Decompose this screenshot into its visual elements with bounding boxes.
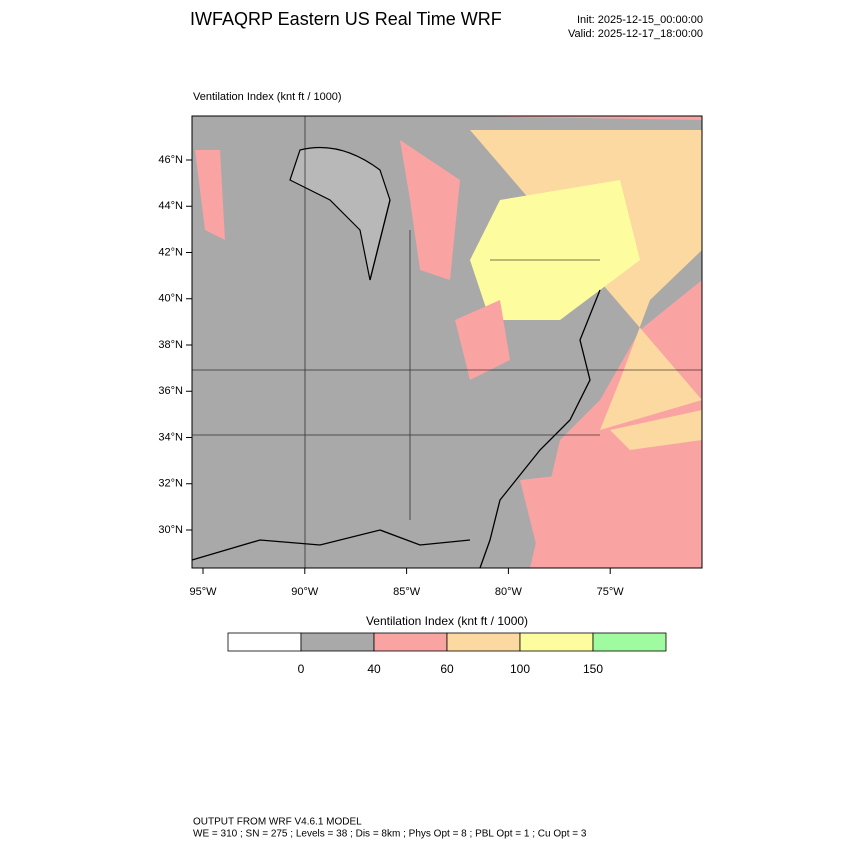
map <box>191 115 703 569</box>
colorbar-label: 60 <box>440 662 454 676</box>
title: IWFAQRP Eastern US Real Time WRF <box>190 9 502 29</box>
colorbar-label: 0 <box>298 662 305 676</box>
colorbar-swatch <box>446 632 521 652</box>
colorbar-swatch <box>373 632 448 652</box>
lat-tick-label: 44°N <box>158 200 183 212</box>
footer-line: WE = 310 ; SN = 275 ; Levels = 38 ; Dis … <box>193 829 587 840</box>
colorbar-label: 40 <box>367 662 381 676</box>
colorbar-swatch <box>519 632 594 652</box>
valid-time: Valid: 2025-12-17_18:00:00 <box>568 28 703 40</box>
lat-tick-label: 38°N <box>158 339 183 351</box>
lon-tick-label: 90°W <box>291 586 319 598</box>
lat-tick-label: 40°N <box>158 293 183 305</box>
lat-tick-label: 42°N <box>158 246 183 258</box>
lat-tick-label: 32°N <box>158 478 183 490</box>
init-time: Init: 2025-12-15_00:00:00 <box>577 14 703 26</box>
map-label: Ventilation Index (knt ft / 1000) <box>193 91 342 103</box>
colorbar-swatch <box>592 632 667 652</box>
lon-tick-label: 80°W <box>495 586 523 598</box>
colorbar-label: 100 <box>510 662 530 676</box>
lon-tick-label: 95°W <box>189 586 217 598</box>
lat-tick-label: 30°N <box>158 524 183 536</box>
lon-tick-label: 75°W <box>597 586 625 598</box>
lat-tick-label: 46°N <box>158 154 183 166</box>
colorbar-swatch <box>227 632 302 652</box>
colorbar-title: Ventilation Index (knt ft / 1000) <box>366 614 528 628</box>
colorbar-swatch <box>300 632 375 652</box>
lat-tick-label: 34°N <box>158 431 183 443</box>
colorbar-label: 150 <box>583 662 603 676</box>
colorbar: 0 40 60 100 150 <box>227 632 667 676</box>
footer-line: OUTPUT FROM WRF V4.6.1 MODEL <box>193 817 362 828</box>
axis-ticks: 46°N 44°N 42°N 40°N 38°N 36°N 34°N 32°N 30°N 95°W… <box>158 154 624 598</box>
lon-tick-label: 85°W <box>393 586 421 598</box>
lat-tick-label: 36°N <box>158 385 183 397</box>
